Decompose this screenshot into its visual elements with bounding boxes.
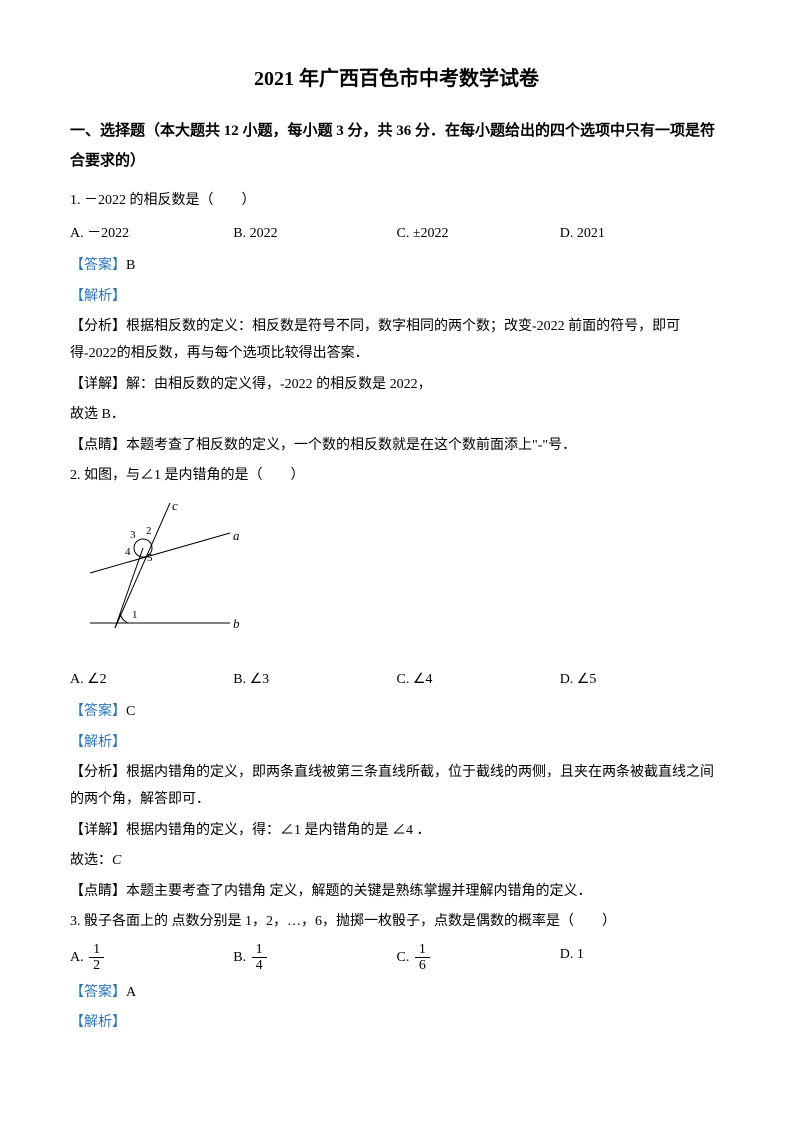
dianjing-label: 【点睛】 (70, 884, 126, 899)
label-3: 3 (130, 529, 136, 541)
frac-num: 1 (415, 942, 430, 958)
label-4: 4 (125, 546, 131, 558)
q1-opt-d: D. 2021 (560, 221, 723, 248)
q2-dianjing: 【点睛】本题主要考查了内错角 定义，解题的关键是熟练掌握并理解内错角的定义． (70, 879, 723, 906)
frac-num: 1 (89, 942, 104, 958)
q3-opt-b: B. 14 (233, 942, 396, 974)
q1-detail2: 故选 B． (70, 402, 723, 429)
q1-detail-text: 解：由相反数的定义得，-2022 的相反数是 2022， (126, 377, 432, 392)
q3-opt-d: D. 1 (560, 942, 723, 974)
q3-opt-a: A. 12 (70, 942, 233, 974)
answer-label: 【答案】 (70, 704, 126, 719)
q2-opt-a: A. ∠2 (70, 667, 233, 694)
q2-detail-text: 根据内错角的定义，得：∠1 是内错角的是 ∠4 ． (126, 823, 431, 838)
fraction: 16 (415, 942, 430, 974)
q3-analysis-label: 【解析】 (70, 1010, 723, 1037)
q2-analysis-label: 【解析】 (70, 730, 723, 757)
label-1: 1 (132, 609, 138, 621)
q2-opt-d: D. ∠5 (560, 667, 723, 694)
q1-dianjing-text: 本题考查了相反数的定义，一个数的相反数就是在这个数前面添上"-"号． (126, 438, 576, 453)
label-b: b (233, 616, 240, 631)
label-a: a (233, 528, 240, 543)
frac-num: 1 (252, 942, 267, 958)
q2-options: A. ∠2 B. ∠3 C. ∠4 D. ∠5 (70, 667, 723, 694)
q1-detail: 【详解】解：由相反数的定义得，-2022 的相反数是 2022， (70, 372, 723, 399)
q2-detail: 【详解】根据内错角的定义，得：∠1 是内错角的是 ∠4 ． (70, 818, 723, 845)
detail-label: 【详解】 (70, 823, 126, 838)
dianjing-label: 【点睛】 (70, 438, 126, 453)
q2-detail2-prefix: 故选： (70, 853, 112, 868)
fraction: 14 (252, 942, 267, 974)
page-title: 2021 年广西百色市中考数学试卷 (70, 60, 723, 98)
fenxi-label: 【分析】 (70, 319, 126, 334)
q2-answer: 【答案】C (70, 699, 723, 726)
q2-detail2-val: C (112, 853, 121, 868)
label-2: 2 (146, 525, 152, 537)
q1-answer-value: B (126, 258, 135, 273)
section-header: 一、选择题（本大题共 12 小题，每小题 3 分，共 36 分．在每小题给出的四… (70, 116, 723, 176)
q1-fenxi-text: 根据相反数的定义：相反数是符号不同，数字相同的两个数；改变-2022 前面的符号… (70, 319, 680, 361)
label-5: 5 (147, 552, 153, 564)
fraction: 12 (89, 942, 104, 974)
frac-den: 2 (89, 958, 104, 973)
q1-opt-c: C. ±2022 (397, 221, 560, 248)
q3-opt-c: C. 16 (397, 942, 560, 974)
q3-answer: 【答案】A (70, 980, 723, 1007)
q1-fenxi: 【分析】根据相反数的定义：相反数是符号不同，数字相同的两个数；改变-2022 前… (70, 314, 723, 367)
q3-opt-b-pre: B. (233, 950, 249, 965)
q1-answer: 【答案】B (70, 253, 723, 280)
q2-answer-value: C (126, 704, 135, 719)
answer-label: 【答案】 (70, 985, 126, 1000)
q2-opt-c: C. ∠4 (397, 667, 560, 694)
q3-answer-value: A (126, 985, 136, 1000)
q1-dianjing: 【点睛】本题考查了相反数的定义，一个数的相反数就是在这个数前面添上"-"号． (70, 433, 723, 460)
q3-opt-a-pre: A. (70, 950, 87, 965)
q3-stem: 3. 骰子各面上的 点数分别是 1，2，…，6，抛掷一枚骰子，点数是偶数的概率是… (70, 909, 723, 936)
fenxi-label: 【分析】 (70, 765, 126, 780)
q2-detail2: 故选：C (70, 848, 723, 875)
q1-stem: 1. －2022 的相反数是（ ） (70, 188, 723, 215)
q2-figure: c a b 2 3 4 5 1 (70, 498, 723, 659)
q1-opt-a: A. －2022 (70, 221, 233, 248)
answer-label: 【答案】 (70, 258, 126, 273)
frac-den: 6 (415, 958, 430, 973)
q2-fenxi: 【分析】根据内错角的定义，即两条直线被第三条直线所截，位于截线的两侧，且夹在两条… (70, 760, 723, 813)
q3-options: A. 12 B. 14 C. 16 D. 1 (70, 942, 723, 974)
detail-label: 【详解】 (70, 377, 126, 392)
q3-opt-c-pre: C. (397, 950, 413, 965)
q1-analysis-label: 【解析】 (70, 284, 723, 311)
frac-den: 4 (252, 958, 267, 973)
q2-dianjing-text: 本题主要考查了内错角 定义，解题的关键是熟练掌握并理解内错角的定义． (126, 884, 592, 899)
q2-opt-b: B. ∠3 (233, 667, 396, 694)
q2-stem: 2. 如图，与∠1 是内错角的是（ ） (70, 463, 723, 490)
q1-options: A. －2022 B. 2022 C. ±2022 D. 2021 (70, 221, 723, 248)
q1-opt-b: B. 2022 (233, 221, 396, 248)
label-c: c (172, 498, 178, 513)
q2-fenxi-text: 根据内错角的定义，即两条直线被第三条直线所截，位于截线的两侧，且夹在两条被截直线… (70, 765, 714, 807)
